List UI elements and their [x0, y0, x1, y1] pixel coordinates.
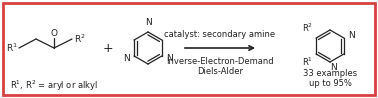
Text: up to 95%: up to 95%	[308, 79, 352, 88]
Text: +: +	[103, 41, 113, 54]
Text: R$^1$: R$^1$	[302, 56, 313, 68]
Text: Diels-Alder: Diels-Alder	[197, 67, 243, 75]
Text: N: N	[330, 63, 337, 72]
Text: Inverse-Electron-Demand: Inverse-Electron-Demand	[166, 57, 274, 65]
Text: R$^2$: R$^2$	[302, 22, 313, 34]
Text: O: O	[51, 29, 57, 38]
Text: N: N	[166, 54, 173, 63]
Text: N: N	[123, 54, 130, 63]
Text: N: N	[348, 31, 355, 40]
Text: R$^1$: R$^1$	[6, 42, 18, 54]
Text: N: N	[145, 18, 151, 27]
Text: 33 examples: 33 examples	[303, 69, 357, 78]
Text: R$^2$: R$^2$	[74, 33, 86, 45]
Text: R$^1$, R$^2$ = aryl or alkyl: R$^1$, R$^2$ = aryl or alkyl	[10, 79, 98, 93]
Text: catalyst: secondary amine: catalyst: secondary amine	[164, 29, 276, 39]
